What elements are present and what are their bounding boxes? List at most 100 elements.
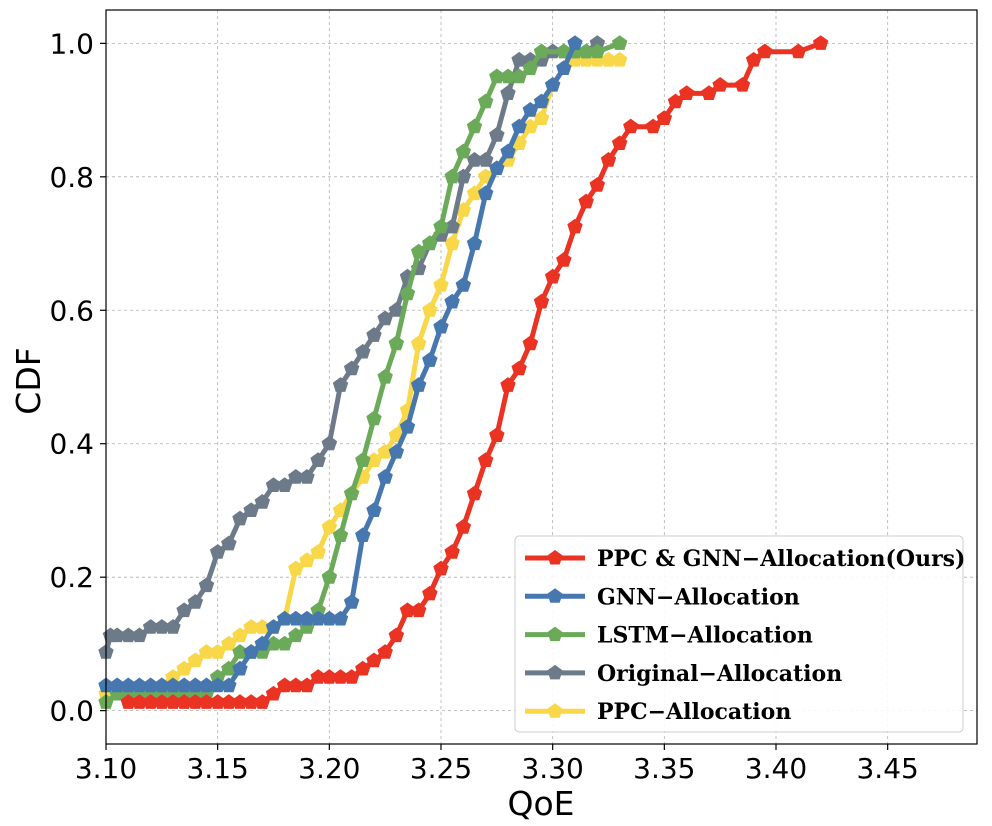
data-point: [410, 377, 427, 392]
data-point: [544, 268, 561, 284]
data-point: [556, 60, 572, 75]
x-axis-label: QoE: [507, 784, 574, 823]
y-tick-label: 0.0: [49, 695, 94, 728]
data-point: [477, 93, 494, 109]
data-point: [388, 335, 405, 351]
data-point: [422, 235, 438, 251]
data-point: [533, 43, 550, 59]
x-tick-label: 3.40: [745, 752, 807, 785]
plot-frame: [105, 9, 978, 745]
legend-label: Original−Allocation: [597, 661, 842, 687]
data-point: [611, 35, 628, 50]
data-point: [321, 435, 338, 451]
grid-lines: [105, 10, 977, 744]
data-point: [433, 277, 449, 292]
data-point: [366, 410, 382, 426]
legend: PPC & GNN−Allocation(Ours) GNN−Allocation…: [514, 535, 965, 733]
data-point: [165, 619, 181, 634]
data-point: [332, 610, 349, 626]
legend-marker: [547, 550, 563, 565]
legend-box: [514, 535, 964, 733]
legend-marker: [547, 664, 563, 680]
y-tick-label: 1.0: [49, 27, 94, 60]
data-point: [355, 343, 371, 359]
data-point: [678, 85, 695, 100]
legend-marker: [547, 703, 563, 718]
data-point: [131, 627, 148, 643]
data-point: [366, 652, 382, 668]
data-point: [433, 318, 449, 334]
data-point: [377, 368, 393, 384]
x-tick-label: 3.25: [410, 752, 472, 785]
data-point: [466, 235, 483, 251]
data-point: [556, 252, 572, 267]
axis-ticks: 3.10 3.15 3.20 3.25 3.30 3.35 3.40 3.45 0.0 0.2 0.…: [49, 27, 918, 785]
data-point: [757, 43, 773, 59]
data-point: [500, 143, 516, 159]
data-point: [343, 594, 360, 609]
y-tick-label: 0.4: [49, 428, 94, 461]
data-point: [511, 360, 527, 376]
data-point: [388, 443, 405, 459]
data-point: [522, 60, 539, 75]
data-point: [522, 335, 539, 351]
data-point: [500, 377, 516, 392]
data-point: [533, 93, 550, 109]
data-point: [321, 518, 338, 534]
data-point: [500, 85, 516, 100]
data-point: [489, 126, 505, 142]
data-point: [355, 527, 371, 542]
data-point: [232, 627, 248, 643]
data-point: [812, 35, 829, 50]
data-point: [712, 76, 728, 92]
data-point: [567, 35, 583, 50]
data-point: [366, 502, 382, 517]
data-point: [265, 619, 282, 634]
data-point: [455, 143, 472, 159]
data-point: [455, 518, 472, 534]
data-point: [366, 327, 382, 342]
data-point: [611, 135, 628, 150]
data-point: [477, 452, 494, 467]
data-point: [533, 293, 550, 309]
data-point: [377, 644, 393, 659]
data-point: [299, 677, 315, 693]
data-point: [578, 193, 594, 209]
data-point: [667, 93, 684, 109]
data-point: [198, 577, 215, 593]
x-tick-label: 3.45: [856, 752, 918, 785]
data-point: [321, 569, 338, 584]
data-point: [254, 493, 271, 509]
data-point: [477, 185, 494, 201]
data-point: [455, 277, 472, 292]
data-point: [734, 76, 751, 92]
data-point: [422, 352, 438, 367]
legend-marker: [547, 588, 563, 603]
data-point: [410, 602, 427, 618]
legend-marker: [547, 626, 563, 642]
data-point: [444, 293, 460, 309]
data-point: [533, 110, 550, 125]
y-axis-label: CDF: [9, 347, 48, 414]
x-tick-label: 3.10: [75, 752, 137, 785]
data-point: [422, 302, 438, 317]
data-point: [187, 594, 204, 609]
data-point: [377, 468, 393, 484]
data-point: [254, 635, 271, 651]
y-tick-label: 0.8: [49, 161, 94, 194]
data-point: [477, 151, 494, 167]
data-point: [388, 627, 405, 643]
series-1: [98, 35, 583, 693]
data-point: [790, 43, 807, 59]
data-point: [232, 510, 248, 526]
x-tick-label: 3.35: [633, 752, 695, 785]
data-point: [589, 43, 606, 59]
data-point: [410, 335, 427, 351]
data-point: [343, 360, 360, 376]
data-point: [600, 151, 617, 167]
data-point: [433, 560, 449, 576]
data-point: [567, 218, 583, 234]
data-point: [489, 427, 505, 442]
data-point: [656, 110, 673, 125]
